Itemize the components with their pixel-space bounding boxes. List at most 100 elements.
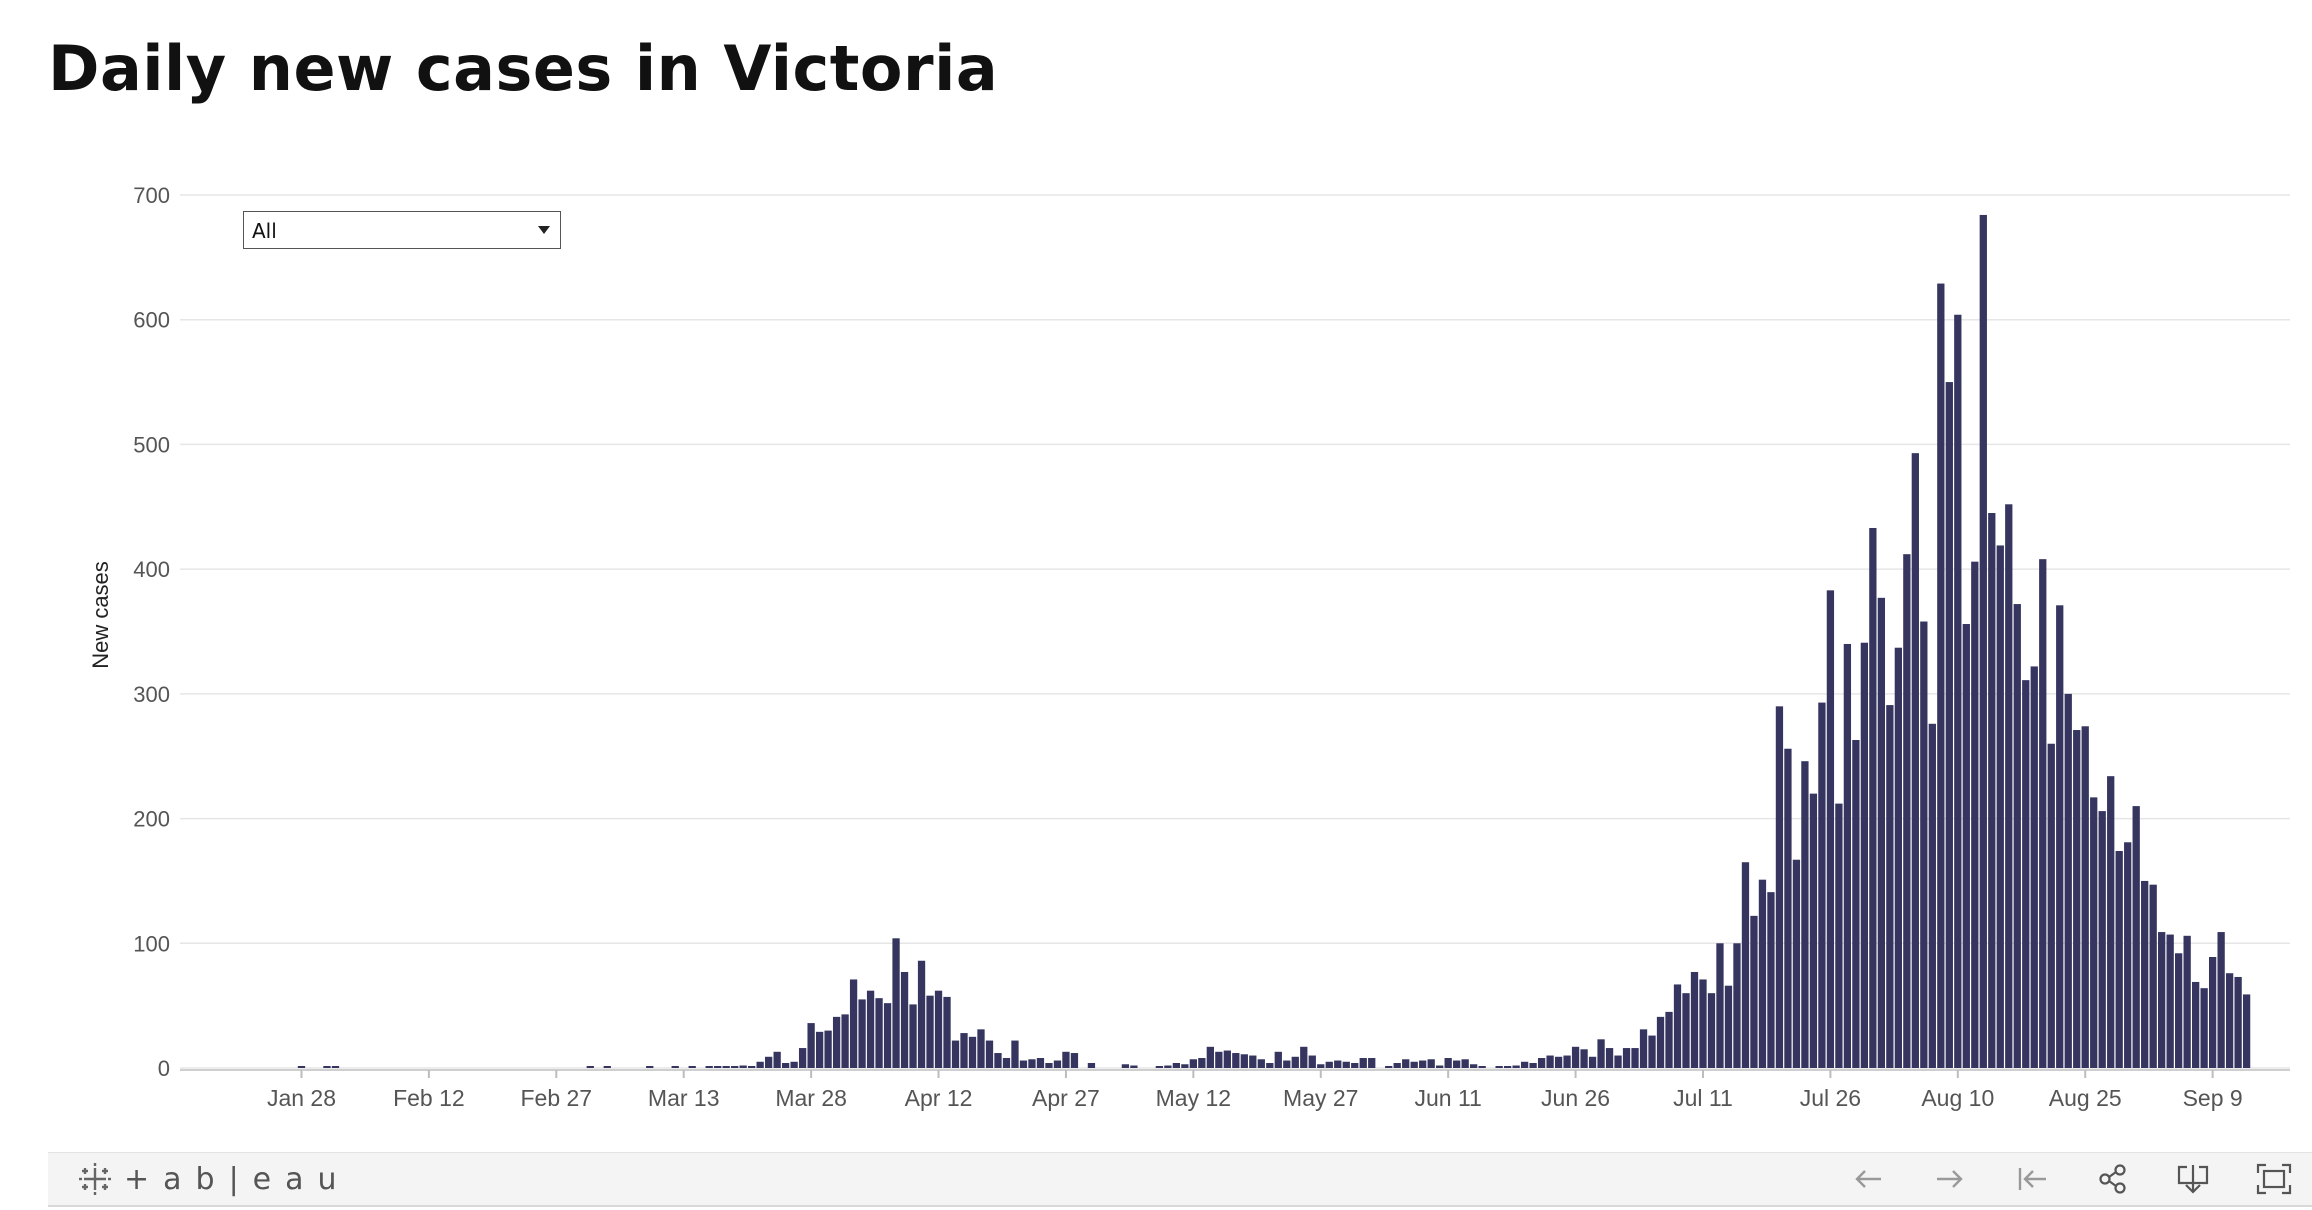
bar: [756, 1061, 764, 1068]
bar: [1249, 1055, 1257, 1068]
x-tick-label: Apr 27: [1032, 1085, 1100, 1111]
x-tick-label: May 27: [1283, 1085, 1358, 1111]
bar: [2098, 811, 2106, 1068]
bar: [714, 1066, 722, 1068]
bar: [1733, 943, 1741, 1068]
bar: [1266, 1063, 1274, 1068]
fullscreen-button[interactable]: [2254, 1161, 2294, 1197]
bar: [1529, 1063, 1537, 1068]
bar: [2030, 666, 2038, 1068]
bar: [900, 971, 909, 1068]
chevron-down-icon: [538, 226, 550, 234]
series-filter-dropdown[interactable]: All: [243, 211, 561, 249]
bar: [1622, 1048, 1631, 1068]
bar: [2107, 776, 2115, 1068]
bar: [985, 1040, 994, 1068]
bar: [2013, 604, 2021, 1068]
bar: [977, 1029, 985, 1068]
bar: [1317, 1064, 1325, 1068]
undo-button[interactable]: [1848, 1161, 1888, 1197]
bar: [1495, 1066, 1503, 1068]
bar: [2056, 605, 2064, 1068]
bar: [1809, 793, 1818, 1068]
bar: [2225, 973, 2234, 1068]
bar: [1537, 1058, 1546, 1068]
bar: [2081, 726, 2089, 1068]
fullscreen-icon: [2256, 1163, 2292, 1195]
bar: [1087, 1063, 1096, 1068]
bar: [781, 1063, 790, 1068]
bar: [1300, 1046, 1308, 1068]
x-tick-label: Apr 12: [905, 1085, 973, 1111]
bar: [875, 998, 883, 1068]
x-tick-label: Jan 28: [267, 1085, 336, 1111]
bar: [2234, 976, 2242, 1068]
x-tick-label: Jul 11: [1673, 1085, 1733, 1111]
bar: [1979, 214, 1987, 1068]
bar: [926, 995, 934, 1068]
bar: [731, 1066, 739, 1068]
bar: [1741, 862, 1750, 1068]
redo-icon: [1937, 1170, 1963, 1188]
bar: [1461, 1059, 1469, 1068]
bar: [1520, 1061, 1529, 1068]
y-tick-label: 500: [133, 432, 170, 457]
bar: [1257, 1059, 1265, 1068]
bar: [1673, 984, 1682, 1068]
x-tick-label: Jul 26: [1800, 1085, 1861, 1111]
bar: [2192, 981, 2200, 1068]
redo-button[interactable]: [1930, 1161, 1970, 1197]
bar: [1928, 723, 1936, 1068]
bar: [2149, 884, 2157, 1068]
bar: [1631, 1048, 1639, 1068]
bar: [866, 990, 875, 1068]
bar: [994, 1053, 1002, 1068]
bar: [968, 1036, 977, 1068]
bar: [1656, 1016, 1665, 1068]
bar: [603, 1066, 611, 1068]
bar: [1826, 590, 1835, 1068]
bar: [1792, 859, 1801, 1068]
bar: [1597, 1039, 1605, 1068]
download-button[interactable]: [2173, 1161, 2213, 1197]
bar: [1121, 1064, 1130, 1068]
y-axis-label: New cases: [88, 561, 113, 669]
bar: [1155, 1066, 1164, 1068]
bar: [1045, 1063, 1053, 1068]
bar: [1920, 621, 1928, 1068]
bar: [849, 979, 858, 1068]
bar: [2064, 693, 2072, 1068]
bar: [671, 1066, 679, 1068]
bar: [773, 1051, 781, 1068]
bar: [1614, 1055, 1622, 1068]
bar: [1690, 971, 1699, 1068]
bar: [1402, 1059, 1410, 1068]
x-tick-label: Aug 10: [1921, 1085, 1994, 1111]
bar: [323, 1066, 331, 1068]
bar: [2039, 559, 2047, 1068]
bar: [297, 1066, 306, 1068]
y-tick-label: 0: [158, 1056, 170, 1081]
y-tick-label: 300: [133, 682, 170, 707]
bar: [2005, 504, 2013, 1068]
bar: [1036, 1058, 1045, 1068]
share-button[interactable]: [2093, 1161, 2133, 1197]
bar: [1588, 1056, 1597, 1068]
bar: [807, 1023, 815, 1068]
bar: [951, 1040, 960, 1068]
bar: [1028, 1059, 1036, 1068]
x-axis: Jan 28 Feb 12 Feb 27 Mar 13 Mar 28 Apr 12 Apr …: [180, 1069, 2290, 1111]
bar: [2022, 680, 2030, 1068]
bar: [1334, 1060, 1342, 1068]
tableau-logo: +ab|eau: [78, 1162, 351, 1197]
bar: [1554, 1056, 1563, 1068]
bar: [1605, 1048, 1614, 1068]
revert-button[interactable]: [2012, 1161, 2052, 1197]
bar: [798, 1048, 807, 1068]
bar: [832, 1016, 841, 1068]
bar: [1181, 1064, 1189, 1068]
bar: [1325, 1061, 1333, 1068]
bar: [1232, 1053, 1240, 1068]
bar: [1419, 1060, 1427, 1068]
page-title: Daily new cases in Victoria: [48, 32, 999, 105]
